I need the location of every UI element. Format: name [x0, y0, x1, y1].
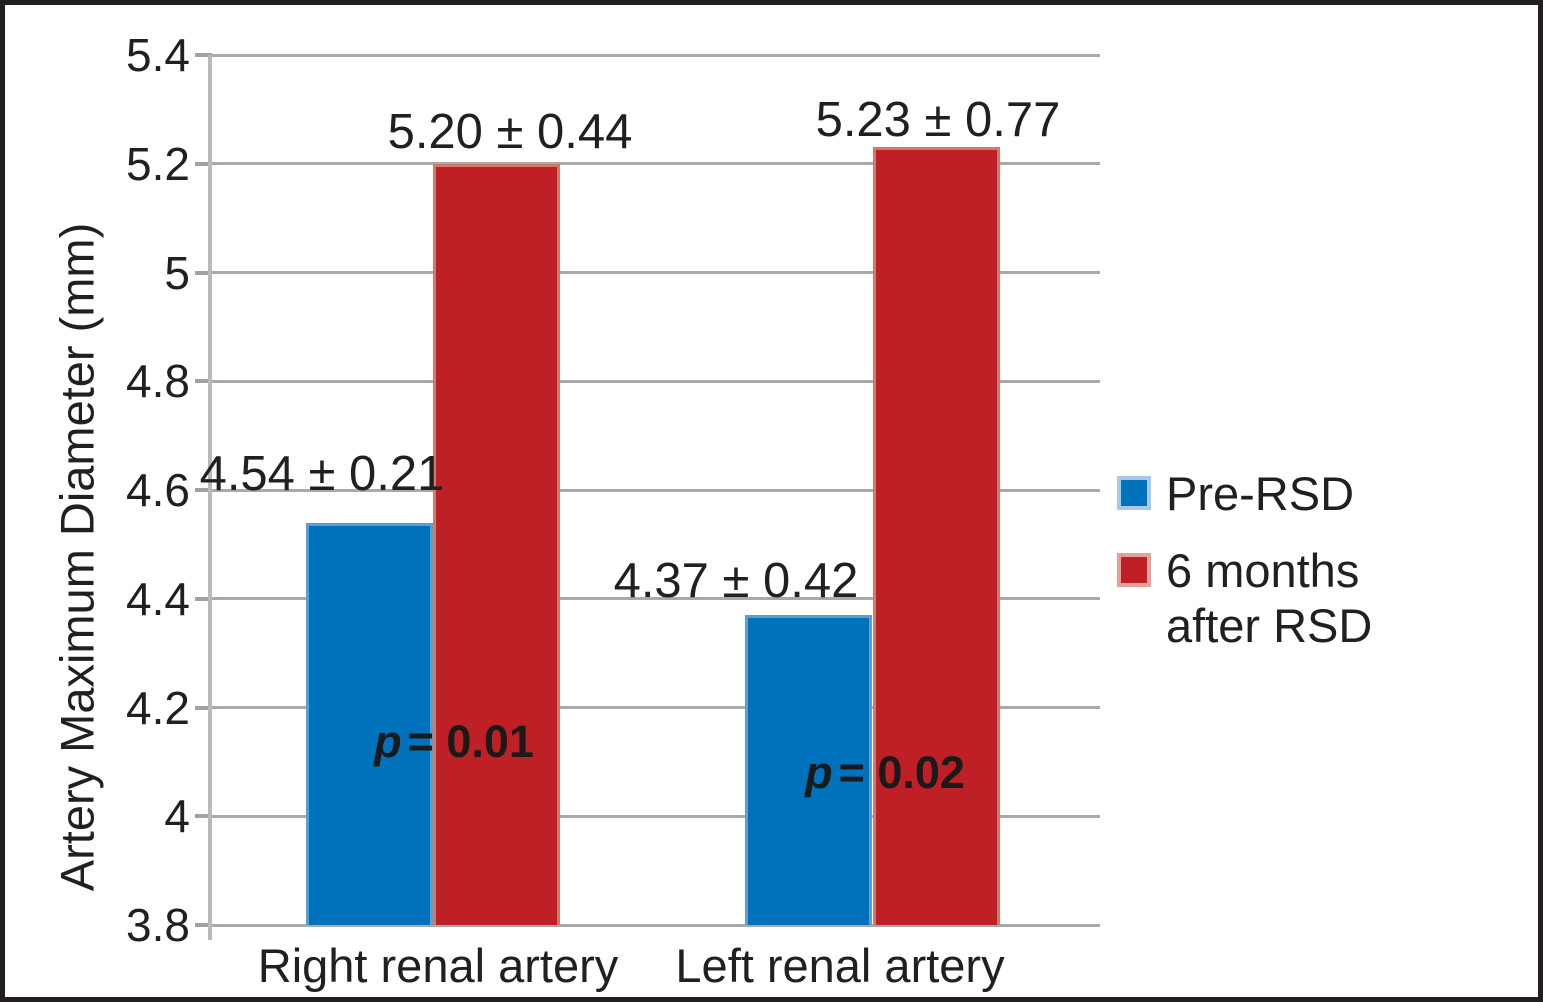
legend-item-pre-rsd: Pre-RSD — [1117, 466, 1372, 521]
p-value-text: = 0.01 — [407, 716, 534, 767]
legend-item-post-rsd: 6 months after RSD — [1117, 543, 1372, 653]
value-label-post-rsd-left: 5.23 ± 0.77 — [815, 93, 1061, 147]
gridline-3.8 — [210, 923, 1100, 927]
y-tick-label-4.2: 4.2 — [126, 681, 190, 734]
legend-label-pre-rsd: Pre-RSD — [1166, 467, 1355, 520]
gridline-5.4 — [210, 53, 1100, 57]
y-tick-5 — [195, 270, 212, 275]
y-tick-label-4: 4 — [164, 790, 190, 843]
value-label-pre-rsd-right: 4.54 ± 0.21 — [199, 447, 445, 501]
p-value-label-left: p = 0.02 — [805, 747, 965, 799]
bar-post-rsd-left — [873, 147, 1000, 925]
y-tick-label-4.6: 4.6 — [126, 464, 190, 516]
gridline-4.8 — [210, 379, 1100, 383]
y-tick-4.4 — [195, 596, 212, 601]
y-tick-label-5.2: 5.2 — [126, 137, 190, 190]
y-tick-label-5: 5 — [164, 246, 190, 299]
gridline-5.2 — [210, 162, 1100, 166]
value-label-post-rsd-right: 5.20 ± 0.44 — [387, 105, 633, 159]
category-label-left-renal-artery: Left renal artery — [675, 939, 1005, 992]
y-axis-line — [208, 55, 212, 940]
bar-pre-rsd-right — [306, 522, 433, 925]
y-axis-title: Artery Maximum Diameter (mm) — [50, 222, 104, 892]
gridline-4.6 — [210, 488, 1100, 492]
legend-label-post-rsd: 6 months after RSD — [1166, 544, 1373, 652]
y-tick-label-3.8: 3.8 — [126, 899, 190, 951]
y-tick-5.4 — [195, 53, 212, 57]
gridline-4 — [210, 814, 1100, 818]
y-tick-4.8 — [195, 379, 212, 384]
gridline-4.4 — [210, 597, 1100, 601]
bar-post-rsd-right — [433, 163, 560, 925]
bar-pre-rsd-left — [745, 615, 872, 925]
legend: Pre-RSD 6 months after RSD — [1117, 466, 1372, 653]
category-label-right-renal-artery: Right renal artery — [257, 939, 619, 992]
gridline-4.2 — [210, 706, 1100, 709]
p-italic: p — [374, 716, 402, 767]
p-value-label-right: p = 0.01 — [374, 716, 534, 768]
y-tick-label-4.8: 4.8 — [126, 355, 190, 408]
y-tick-5.2 — [195, 161, 212, 166]
post-rsd-swatch-icon — [1117, 553, 1151, 587]
y-tick-4.2 — [195, 705, 212, 710]
p-value-text: = 0.02 — [838, 747, 965, 798]
value-label-pre-rsd-left: 4.37 ± 0.42 — [613, 554, 859, 608]
y-tick-label-5.4: 5.4 — [126, 29, 190, 81]
gridline-5 — [210, 271, 1100, 274]
y-tick-label-4.4: 4.4 — [126, 572, 190, 625]
y-tick-3.8 — [195, 923, 212, 927]
p-italic: p — [805, 747, 833, 798]
pre-rsd-swatch-icon — [1117, 476, 1151, 510]
y-tick-4.6 — [195, 488, 212, 492]
y-tick-4 — [195, 814, 212, 819]
